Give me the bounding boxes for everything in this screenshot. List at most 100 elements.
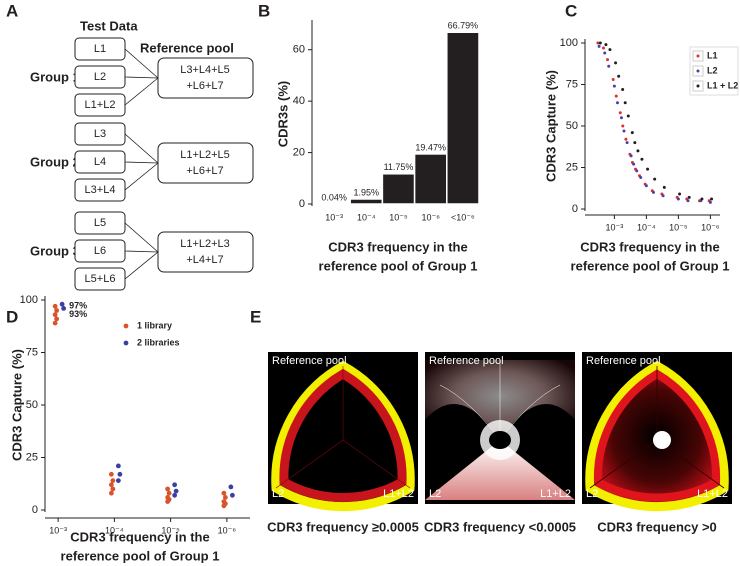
panel-label: A: [6, 1, 18, 20]
annotation: 93%: [69, 309, 87, 319]
point: [710, 197, 714, 201]
x-axis-title: reference pool of Group 1: [571, 258, 730, 273]
caption: CDR3 frequency ≥0.0005: [267, 519, 419, 534]
point: [662, 185, 666, 189]
bar: [381, 173, 416, 205]
x-tick-label: 10⁻⁴: [105, 525, 124, 535]
legend-label: 1 library: [137, 320, 172, 330]
pool-box: [157, 231, 254, 273]
x-tick-label: 10⁻⁴: [637, 222, 656, 232]
y-tick-label: 0: [299, 198, 305, 210]
point: [624, 137, 628, 141]
point: [117, 471, 123, 477]
point: [622, 129, 626, 133]
point: [678, 192, 682, 196]
caption: CDR3 frequency >0: [597, 519, 717, 534]
pool-label: +L6+L7: [186, 165, 223, 177]
image-panel: [268, 352, 732, 512]
point: [596, 41, 600, 45]
point: [108, 490, 114, 496]
image-label: L1+L2: [697, 488, 728, 500]
pool-box: [157, 57, 254, 99]
connector: [124, 250, 159, 253]
circos-band: [279, 368, 407, 503]
point: [629, 154, 633, 158]
point: [651, 190, 655, 194]
point: [603, 51, 607, 55]
y-tick-label: 50: [26, 399, 38, 411]
point: [632, 162, 636, 166]
y-tick-label: 75: [566, 78, 578, 90]
point: [639, 175, 643, 179]
x-tick-label: 10⁻⁵: [161, 525, 180, 535]
point: [606, 58, 610, 62]
legend-marker: [123, 323, 129, 329]
legend-marker: [696, 84, 700, 88]
point: [52, 303, 58, 309]
test-label: L5+L6: [85, 273, 116, 285]
point: [108, 471, 114, 477]
value-label: 1.95%: [354, 187, 380, 197]
value-label: 0.04%: [321, 192, 347, 202]
test-label: L3: [94, 128, 106, 140]
image-label: Reference pool: [586, 355, 661, 367]
legend-label: L2: [707, 65, 718, 75]
y-axis-title: CDR3s (%): [275, 81, 290, 147]
point: [602, 46, 606, 50]
test-label: L2: [94, 71, 106, 83]
y-tick-label: 25: [26, 451, 38, 463]
x-tick-label: 10⁻³: [605, 222, 623, 232]
point: [221, 503, 227, 509]
x-tick-label: 10⁻⁶: [218, 525, 237, 535]
point: [598, 41, 602, 45]
circos-divider: [589, 366, 725, 489]
pool-label: +L4+L7: [186, 254, 223, 266]
y-axis-title: CDR3 Capture (%): [543, 70, 558, 182]
x-axis-title: CDR3 frequency in the: [328, 239, 467, 254]
legend-label: L1 + L2: [707, 80, 738, 90]
y-tick-label: 100: [20, 294, 38, 306]
value-label: 19.47%: [415, 142, 446, 152]
point: [229, 492, 235, 498]
x-tick-label: 10⁻³: [49, 525, 67, 535]
test-label: L5: [94, 217, 106, 229]
point: [623, 101, 627, 105]
point: [633, 141, 637, 145]
pool-label: L1+L2+L3: [180, 238, 230, 250]
header: Test Data: [80, 18, 138, 33]
image-label: L1+L2: [540, 488, 571, 500]
test-label: L4: [94, 156, 106, 168]
point: [172, 482, 178, 488]
y-tick-label: 0: [572, 203, 578, 215]
circos-band: [593, 369, 721, 502]
x-axis-title: reference pool of Group 1: [61, 548, 220, 563]
point: [221, 490, 227, 496]
header: Reference pool: [140, 40, 234, 55]
test-label: L1+L2: [85, 99, 116, 111]
circos-divider: [275, 366, 411, 489]
panel-label: D: [6, 307, 18, 326]
point: [110, 478, 116, 483]
image-label: L2: [272, 488, 284, 500]
point: [646, 167, 650, 171]
circos-core: [653, 431, 671, 449]
y-tick-label: 25: [566, 161, 578, 173]
point: [708, 200, 712, 204]
point: [165, 486, 171, 492]
y-tick-label: 75: [26, 346, 38, 358]
image-label: Reference pool: [272, 355, 347, 367]
point: [619, 116, 623, 120]
circos-links: [425, 440, 575, 500]
group-label: Group 2: [30, 154, 80, 169]
annotation: 97%: [69, 301, 87, 311]
connector: [124, 133, 159, 164]
bar: [349, 198, 384, 205]
group-label: Group 1: [30, 69, 80, 84]
value-label: 11.75%: [384, 162, 414, 172]
y-tick-label: 0: [32, 504, 38, 516]
y-tick-label: 50: [566, 120, 578, 132]
point: [621, 124, 625, 128]
point: [686, 199, 690, 203]
test-label: L1: [94, 43, 106, 55]
